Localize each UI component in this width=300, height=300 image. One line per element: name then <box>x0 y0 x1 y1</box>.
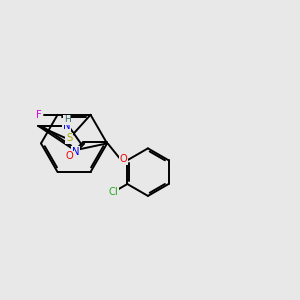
Text: Cl: Cl <box>109 187 118 197</box>
Text: F: F <box>36 110 42 120</box>
Text: H: H <box>64 116 70 124</box>
Text: N: N <box>72 147 79 157</box>
Text: S: S <box>66 133 72 143</box>
Text: O: O <box>65 151 73 161</box>
Text: O: O <box>119 154 127 164</box>
Text: N: N <box>63 121 70 131</box>
